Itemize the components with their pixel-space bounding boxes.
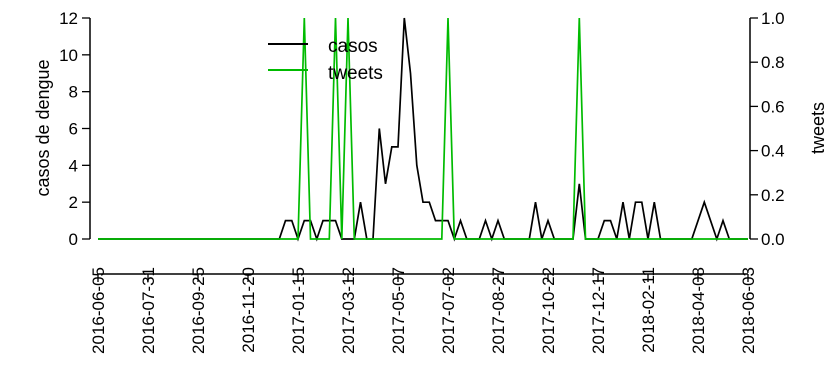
x-ticks: 2016-06-05 2016-07-31 2016-09-25 2016-11-20…: [89, 267, 758, 354]
x-tick-label: 2017-01-15: [289, 267, 308, 354]
left-tick-label: 2: [69, 193, 78, 212]
right-tick-label: 0.6: [761, 97, 785, 116]
series-line-casos: [98, 17, 748, 242]
x-tick-label: 2018-02-11: [639, 267, 658, 353]
right-y-ticks: 0.0 0.2 0.4 0.6 0.8 1.0: [750, 9, 785, 249]
legend-label-tweets: tweets: [328, 63, 383, 84]
right-tick-label: 1.0: [761, 9, 785, 28]
right-tick-label: 0.4: [761, 142, 785, 161]
x-tick-label: 2018-04-08: [689, 267, 708, 354]
x-tick-label: 2016-06-05: [89, 267, 108, 354]
left-tick-label: 8: [69, 83, 78, 102]
series-line-tweets: [98, 17, 748, 240]
right-tick-label: 0.8: [761, 53, 785, 72]
x-tick-label: 2017-03-12: [339, 267, 358, 354]
left-tick-label: 6: [69, 120, 78, 139]
left-tick-label: 12: [59, 9, 78, 28]
x-tick-label: 2016-09-25: [189, 267, 208, 354]
x-tick-label: 2017-08-27: [489, 267, 508, 354]
y-right-title: tweets: [808, 102, 826, 154]
x-tick-label: 2016-11-20: [239, 267, 258, 353]
x-tick-label: 2017-07-02: [439, 267, 458, 354]
left-tick-label: 4: [69, 156, 78, 175]
left-tick-label: 10: [59, 46, 78, 65]
left-tick-label: 0: [69, 230, 78, 249]
legend-label-casos: casos: [328, 36, 378, 57]
x-tick-label: 2018-06-03: [739, 267, 758, 354]
x-tick-label: 2017-12-17: [589, 267, 608, 354]
x-tick-label: 2017-05-07: [389, 267, 408, 354]
left-y-ticks: 0 2 4 6 8 10 12: [59, 9, 90, 249]
legend: casos tweets: [268, 36, 383, 84]
x-tick-label: 2016-07-31: [139, 267, 158, 354]
plot-area: [98, 17, 748, 242]
y-left-title: casos de dengue: [33, 59, 53, 196]
right-tick-label: 0.2: [761, 186, 785, 205]
right-tick-label: 0.0: [761, 230, 785, 249]
x-tick-label: 2017-10-22: [539, 267, 558, 354]
